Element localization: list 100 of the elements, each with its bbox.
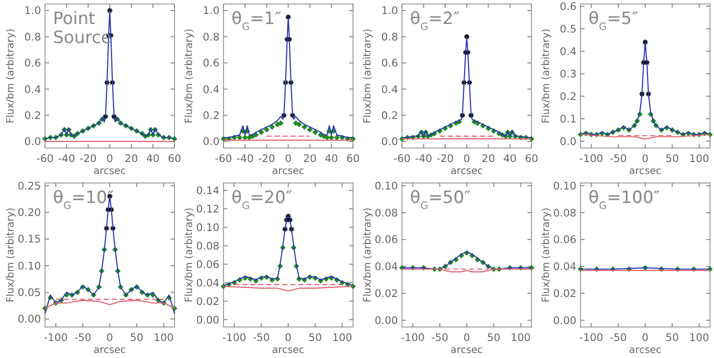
x-tick-label: 50 [666,332,679,344]
x-tick-label: -60 [214,153,232,165]
y-tick-label: 0.6 [202,58,220,70]
y-tick-label: 0.6 [560,0,577,13]
y-tick-label: 0.10 [553,180,576,192]
x-tick-label: 100 [154,332,174,344]
y-tick-label: 0.00 [553,314,576,327]
x-axis-title: arcsec [450,166,483,177]
y-tick-label: 1.0 [202,5,220,18]
y-tick-label: 0.2 [381,110,398,122]
y-axis-title: Flux/bm (arbitrary) [184,28,195,124]
y-tick-label: 0.2 [24,110,41,122]
chart-title: θ$_{G}$=20″ [232,188,292,212]
y-axis-title: Flux/bm (arbitrary) [541,208,552,302]
y-tick-label: 0.06 [374,234,398,246]
x-tick-label: 100 [689,332,710,344]
y-tick-label: 0.00 [18,314,41,326]
y-tick-label: 0.04 [196,277,220,290]
x-tick-label: -20 [258,153,276,165]
y-tick-label: 0.08 [553,207,576,220]
y-axis-title: Flux/bm (arbitrary) [362,28,374,124]
y-tick-label: 0.02 [196,296,220,308]
x-tick-label: -100 [222,332,246,344]
y-axis-title: Flux/bm (arbitrary) [6,208,16,302]
x-tick-label: 40 [146,153,160,165]
x-tick-label: -20 [436,153,454,165]
x-tick-label: -40 [236,153,254,165]
y-tick-label: 0.0 [202,136,220,148]
x-tick-label: 100 [332,332,352,344]
x-tick-label: 0 [642,332,649,344]
x-tick-label: -50 [610,153,627,165]
x-tick-label: 0 [284,153,292,165]
x-tick-label: 100 [510,332,531,344]
x-axis-title: arcsec [272,345,304,356]
x-tick-label: -50 [431,332,448,344]
x-tick-label: -100 [579,153,604,165]
x-axis-title: arcsec [272,166,304,177]
x-axis-title: arcsec [629,345,662,356]
y-tick-label: 0.0 [381,136,398,148]
y-tick-label: 0.04 [374,261,398,274]
y-tick-label: 0.6 [24,58,42,70]
y-tick-label: 0.08 [374,207,398,220]
y-tick-label: 0.4 [24,84,42,96]
x-tick-label: -60 [393,153,411,165]
x-tick-label: 50 [666,153,679,165]
y-tick-label: 0.10 [374,180,398,192]
x-tick-label: 40 [503,153,517,165]
chart-title: θ$_{G}$=2″ [410,9,460,32]
x-tick-label: 40 [324,153,338,165]
x-tick-label: -50 [610,332,627,344]
chart-title: θ$_{G}$=50″ [410,188,471,212]
y-tick-label: 0.6 [381,58,398,70]
x-tick-label: 0 [106,153,114,165]
y-axis-title: Flux/bm (arbitrary) [6,28,16,124]
x-tick-label: 0 [106,332,114,344]
x-tick-label: 0 [463,332,470,344]
y-tick-label: 0.8 [202,31,220,44]
x-tick-label: -40 [58,153,76,165]
x-tick-label: -20 [80,153,97,165]
chart-title: θ$_{G}$=100″ [588,188,660,212]
x-tick-label: 0 [284,332,292,344]
y-axis-title: Flux/bm (arbitrary) [541,28,552,124]
y-tick-label: 0.14 [196,185,220,198]
chart-title: θ$_{G}$=5″ [588,9,638,32]
x-tick-label: 20 [303,153,317,165]
y-tick-label: 1.0 [381,5,398,18]
y-tick-label: 0.15 [18,234,41,246]
y-axis-title: Flux/bm (arbitrary) [362,208,374,302]
y-tick-label: 0.1 [560,113,576,126]
x-tick-label: -100 [579,332,604,344]
y-tick-label: 0.4 [202,84,220,96]
y-tick-label: 0.8 [381,31,398,44]
x-tick-label: 60 [346,153,360,165]
y-tick-label: 0.4 [381,84,398,96]
x-axis-title: arcsec [94,345,126,356]
y-tick-label: 0.12 [196,204,220,216]
chart-title: θ$_{G}$=1″ [232,9,282,32]
y-tick-label: 0.02 [553,288,576,300]
y-tick-label: 0.8 [24,31,41,44]
x-tick-label: 0 [463,153,470,165]
x-axis-title: arcsec [629,166,662,177]
y-tick-label: 0.04 [553,261,577,274]
y-tick-label: 0.10 [196,222,220,234]
y-tick-label: 0.4 [560,46,577,58]
x-tick-label: -40 [415,153,432,165]
y-tick-label: 0.00 [196,314,220,326]
y-tick-label: 0.2 [202,110,220,122]
y-tick-label: 0.06 [553,234,577,246]
x-tick-label: -100 [44,332,68,344]
y-tick-label: 0.10 [18,260,41,272]
x-tick-label: -50 [74,332,92,344]
y-tick-label: 0.20 [18,207,41,220]
x-tick-label: -100 [400,332,425,344]
x-tick-label: 0 [642,153,649,165]
y-tick-label: 0.2 [560,90,576,103]
y-tick-label: 0.0 [24,136,41,148]
x-tick-label: 50 [308,332,322,344]
x-tick-label: 50 [487,332,500,344]
x-axis-title: arcsec [94,166,126,177]
x-tick-label: -50 [252,332,270,344]
